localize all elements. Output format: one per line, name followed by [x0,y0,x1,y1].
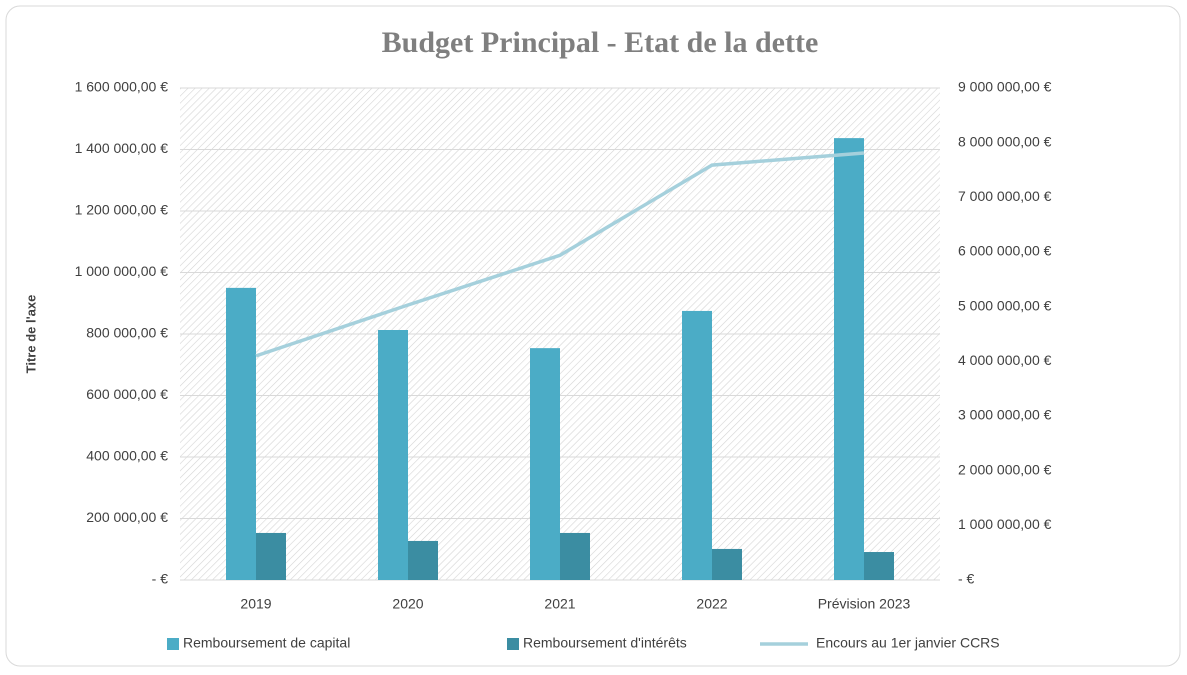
legend-swatch [167,638,179,650]
x-tick-label: 2020 [392,596,423,612]
y-tick-label: 1 600 000,00 € [75,79,169,95]
line-series [255,151,865,358]
y2-tick-label: 5 000 000,00 € [958,297,1052,313]
bar [226,287,256,580]
bar [256,532,286,580]
bar [530,348,560,580]
y-tick-label: 800 000,00 € [86,325,168,341]
chart-title: Budget Principal - Etat de la dette [382,26,819,59]
y-tick-label: 1 200 000,00 € [75,202,169,218]
y2-tick-label: 6 000 000,00 € [958,243,1052,259]
y2-tick-label: 3 000 000,00 € [958,407,1052,423]
bar [408,540,438,580]
legend-label: Encours au 1er janvier CCRS [816,635,1000,651]
legend-label: Remboursement de capital [183,635,350,651]
bar [560,532,590,580]
y2-tick-label: 2 000 000,00 € [958,461,1052,477]
y2-tick-label: 7 000 000,00 € [958,188,1052,204]
bar [682,310,712,580]
y2-tick-label: 4 000 000,00 € [958,352,1052,368]
legend-label: Remboursement d'intérêts [523,635,687,651]
legend-swatch [507,638,519,650]
bar [834,138,864,580]
x-tick-label: 2021 [544,596,575,612]
y2-tick-label: 8 000 000,00 € [958,133,1052,149]
y-tick-label: 400 000,00 € [86,448,168,464]
y-tick-label: 1 400 000,00 € [75,140,169,156]
y2-tick-label: 1 000 000,00 € [958,516,1052,532]
y-tick-label: 1 000 000,00 € [75,263,169,279]
y2-tick-label: - € [958,571,975,587]
x-tick-label: 2022 [696,596,727,612]
y-tick-label: 600 000,00 € [86,386,168,402]
y-axis-title: Titre de l'axe [23,295,38,374]
x-tick-label: 2019 [240,596,271,612]
x-tick-label: Prévision 2023 [818,596,911,612]
y2-tick-label: 9 000 000,00 € [958,79,1052,95]
bar [864,552,894,580]
y-tick-label: - € [152,571,169,587]
bar [712,548,742,580]
y-tick-label: 200 000,00 € [86,509,168,525]
bar [378,330,408,580]
